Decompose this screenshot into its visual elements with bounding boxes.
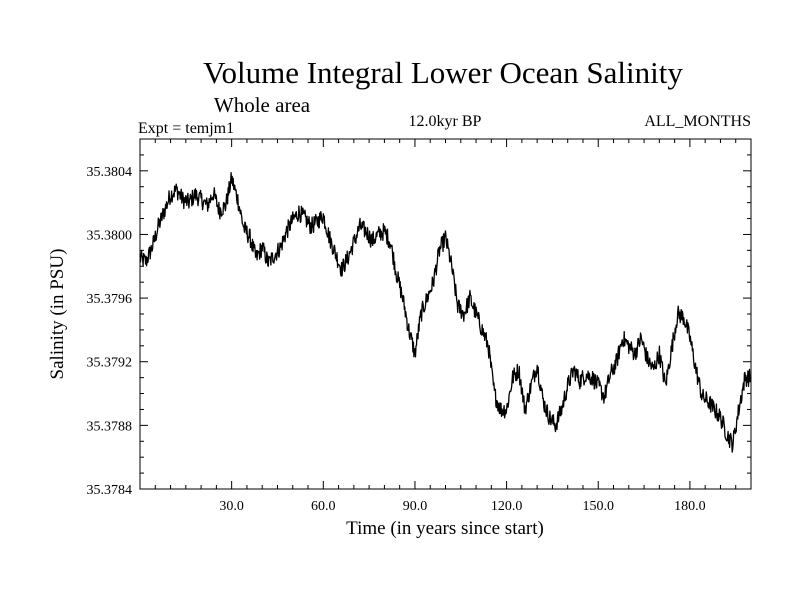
experiment-label: Expt = temjm1 xyxy=(138,120,234,137)
y-tick-label: 35.3788 xyxy=(87,419,133,434)
x-tick-label: 150.0 xyxy=(583,499,615,514)
y-tick-label: 35.3796 xyxy=(87,292,133,307)
x-tick-label: 90.0 xyxy=(403,499,428,514)
y-tick-label: 35.3792 xyxy=(87,356,133,371)
months-label: ALL_MONTHS xyxy=(644,113,751,130)
y-tick-label: 35.3804 xyxy=(87,165,133,180)
x-tick-label: 30.0 xyxy=(219,499,244,514)
axis-ticks xyxy=(140,139,751,490)
y-tick-label: 35.3784 xyxy=(87,483,133,498)
chart-title: Volume Integral Lower Ocean Salinity xyxy=(203,55,683,90)
chart-subtitle: Whole area xyxy=(214,93,311,117)
x-axis-label: Time (in years since start) xyxy=(346,518,544,539)
x-tick-label: 180.0 xyxy=(674,499,706,514)
x-tick-label: 120.0 xyxy=(491,499,523,514)
x-tick-label: 60.0 xyxy=(311,499,336,514)
y-axis-label: Salinity (in PSU) xyxy=(47,249,68,380)
period-label: 12.0kyr BP xyxy=(409,113,482,130)
salinity-series-line xyxy=(139,172,752,453)
y-tick-label: 35.3800 xyxy=(87,228,133,243)
axis-tick-labels: 30.0 60.0 90.0 120.0 150.0 180.0 35.3784 35.378… xyxy=(87,165,706,514)
plot-frame xyxy=(139,138,752,490)
